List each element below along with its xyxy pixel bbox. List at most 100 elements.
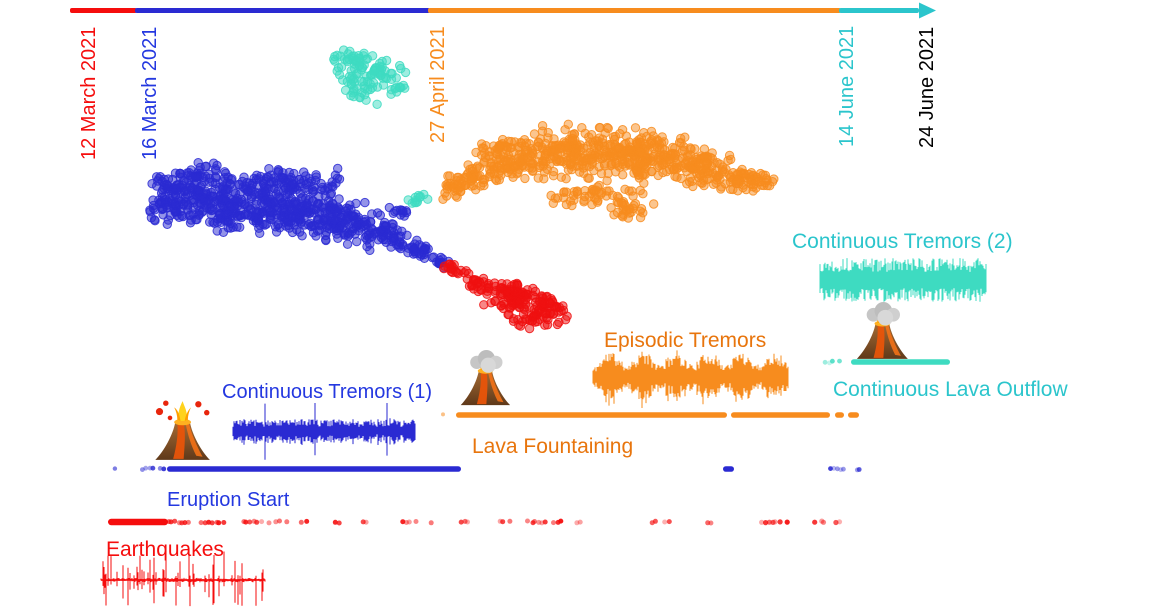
scatter-point [512,280,523,291]
event-bar [108,518,168,526]
event-bar [723,466,734,472]
scatter-point [329,224,340,234]
scatter-point [497,139,507,149]
scatter-point [295,227,305,237]
scatter-point [347,79,357,89]
scatter-point [341,215,352,225]
event-dot [831,465,837,471]
scatter-point [636,204,647,214]
scatter-point [221,208,232,219]
label-continuous-tremors-1: Continuous Tremors (1) [222,381,432,403]
event-dot [254,519,260,525]
event-bar [848,412,859,418]
event-dot [266,520,272,526]
scatter-point [335,51,346,61]
scatter-point [769,174,779,184]
scatter-point [602,176,612,186]
scatter-point [310,204,321,215]
timeline-segment-16-march [135,8,430,13]
scatter-point [743,177,753,187]
scatter-point [611,158,621,169]
scatter-point [721,164,731,174]
event-dot [400,519,406,525]
scatter-point [572,186,582,196]
event-dot [465,519,470,525]
label-continuous-tremors-2: Continuous Tremors (2) [792,230,1013,253]
scatter-point [599,160,610,171]
scatter-point [186,185,196,195]
waveform-earthquake-seismogram [100,551,266,607]
scatter-point [539,174,549,184]
event-dot [500,519,506,525]
scatter-point [321,230,331,241]
event-dot [837,358,842,364]
event-dot [277,518,282,524]
scatter-point [221,168,231,179]
event-dot [406,519,412,525]
event-dot [551,520,556,526]
waveform-trace [819,258,987,302]
scatter-point [456,175,466,185]
waveform-episodic-tremor [592,350,789,408]
date-label: 27 April 2021 [427,26,449,143]
scatter-point [579,143,589,154]
scatter-point [470,275,480,285]
event-dot [812,519,818,525]
scatter-point [218,194,228,205]
scatter-point [548,171,559,181]
event-dot [759,519,765,525]
scatter-point [630,123,641,133]
scatter-point [610,149,620,160]
scatter-point [295,211,305,222]
event-dot [216,520,222,526]
scatter-point [635,212,646,223]
scatter-point [195,162,205,173]
event-row-eruption-start-events [112,465,862,473]
scatter-point [464,268,474,279]
scatter-point [438,194,448,205]
scatter-point [619,139,630,150]
scatter-point [522,314,532,325]
label-lava-fountaining: Lava Fountaining [472,435,633,458]
scatter-point [329,205,339,215]
scatter-point [286,193,297,204]
event-dot [247,519,253,525]
scatter-point [593,187,604,197]
scatter-point [209,158,219,168]
cluster-orange-episodic-phase [438,119,779,223]
scatter-point [498,297,509,307]
event-dot [403,520,409,525]
scatter-point [287,179,297,189]
event-dot [784,519,790,525]
scatter-point [351,198,361,209]
event-dot [462,518,468,524]
event-dot [259,519,265,525]
scatter-point [362,241,372,252]
event-dot [558,518,564,524]
scatter-point [502,285,512,296]
scatter-point [756,177,766,187]
scatter-point [369,66,379,76]
waveform-continuous-tremor-1 [232,403,416,460]
scatter-point [634,170,644,180]
scatter-point [494,154,504,164]
smoking-volcano-icon [856,302,908,359]
event-dot [157,466,163,471]
scatter-point [649,199,659,209]
event-bar [456,412,727,418]
scatter-point [669,164,680,174]
scatter-point [305,218,315,228]
waveform-continuous-tremor-2 [819,258,987,302]
scatter-point [235,222,245,233]
event-dot [542,519,548,525]
scatter-point [266,214,276,225]
event-dot [708,520,714,526]
scatter-point [157,203,168,214]
scatter-point [559,187,569,197]
event-bar [731,412,830,418]
scatter-point [565,196,575,206]
scatter-point [725,184,736,195]
event-dot [856,467,862,472]
